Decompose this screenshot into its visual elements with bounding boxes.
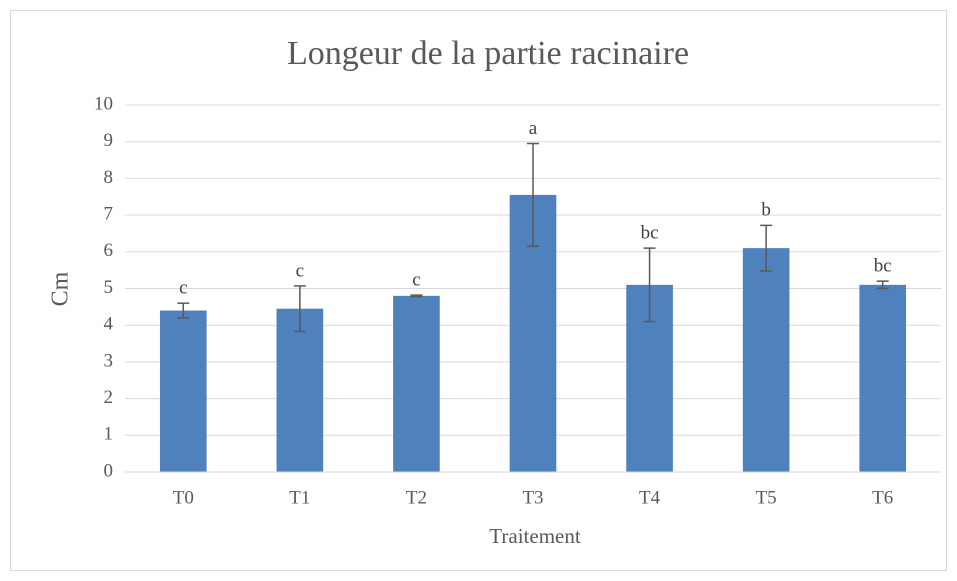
error-bar — [643, 247, 656, 323]
error-bar — [760, 224, 773, 272]
significance-letter: bc — [874, 256, 892, 277]
x-axis-label: Traitement — [489, 524, 581, 548]
significance-letter: bc — [641, 222, 659, 243]
x-tick-label: T0 — [173, 487, 194, 508]
bar — [742, 248, 790, 472]
bar — [393, 295, 440, 472]
significance-letter: c — [296, 260, 304, 281]
x-tick-label: T1 — [289, 487, 310, 508]
significance-letter: a — [529, 118, 538, 139]
chart-frame — [10, 10, 947, 571]
significance-letter: b — [761, 200, 771, 221]
y-tick-label: 7 — [104, 203, 114, 224]
x-tick-label: T3 — [522, 487, 543, 508]
y-tick-label: 9 — [104, 130, 114, 151]
y-tick-label: 4 — [104, 314, 114, 335]
y-tick-label: 1 — [104, 424, 114, 445]
chart-title: Longeur de la partie racinaire — [287, 35, 689, 72]
y-tick-label: 10 — [94, 93, 113, 114]
y-tick-label: 6 — [104, 240, 114, 261]
error-bar — [177, 302, 190, 319]
error-bar — [293, 285, 306, 333]
y-tick-label: 3 — [104, 350, 114, 371]
y-axis-label: Cm — [48, 271, 74, 306]
y-tick-label: 8 — [104, 167, 114, 188]
y-tick-label: 5 — [104, 277, 114, 298]
significance-letter: c — [179, 278, 187, 299]
x-tick-label: T5 — [756, 487, 777, 508]
error-bar — [876, 280, 889, 290]
error-bar — [410, 294, 423, 298]
x-tick-label: T6 — [872, 487, 893, 508]
significance-letter: c — [412, 269, 420, 290]
x-tick-label: T4 — [639, 487, 661, 508]
x-tick-label: T2 — [406, 487, 427, 508]
y-tick-label: 0 — [104, 460, 114, 481]
bar — [159, 310, 207, 472]
y-tick-label: 2 — [104, 387, 114, 408]
error-bar — [527, 142, 539, 248]
bar — [859, 284, 907, 472]
bar — [276, 308, 324, 472]
